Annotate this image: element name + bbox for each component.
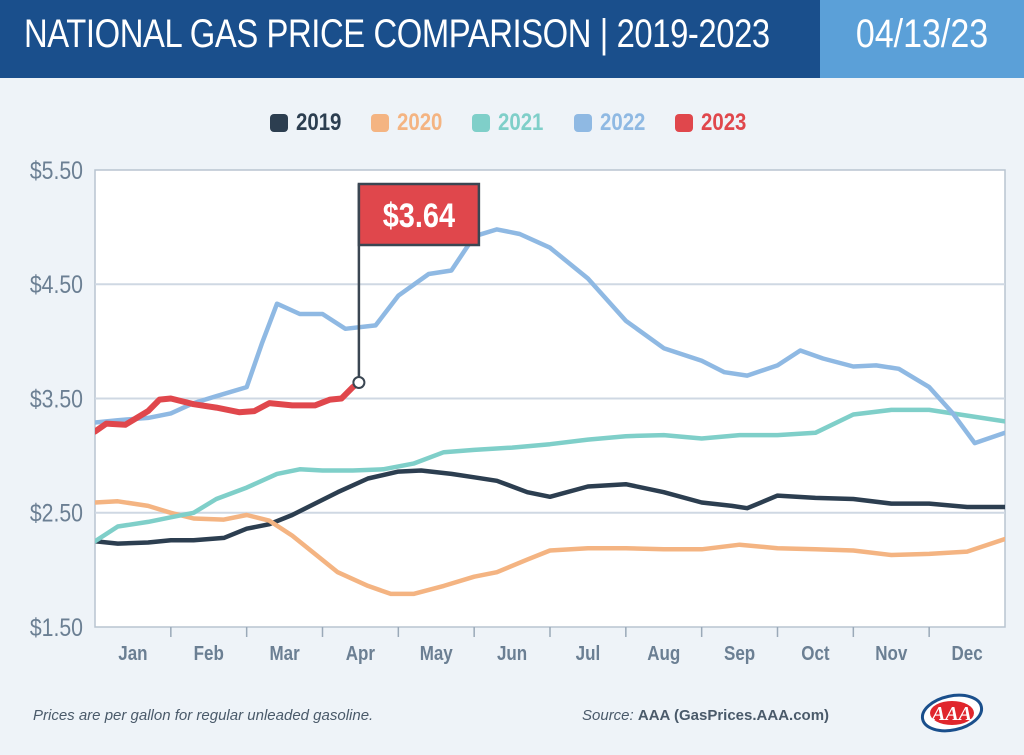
source-label: Source: xyxy=(582,707,634,724)
x-tick-label: Jun xyxy=(497,642,527,665)
source-credit: Source: AAA (GasPrices.AAA.com) xyxy=(582,707,829,724)
x-tick-label: Jul xyxy=(576,642,601,665)
x-tick-label: Aug xyxy=(647,642,680,665)
legend-label: 2022 xyxy=(599,109,646,136)
series-line-2020 xyxy=(95,499,1005,597)
series-line-2019 xyxy=(95,468,1005,546)
legend-swatch xyxy=(370,114,389,132)
aaa-logo: AAA xyxy=(920,693,984,733)
legend-item-2020: 2020 xyxy=(370,109,450,137)
x-tick-label: May xyxy=(420,642,454,665)
footnote: Prices are per gallon for regular unlead… xyxy=(33,707,374,724)
series-line-2023 xyxy=(95,379,362,435)
legend-item-2023: 2023 xyxy=(675,109,754,137)
legend-item-2021: 2021 xyxy=(472,109,551,137)
date-box: 04/13/23 xyxy=(820,0,1024,78)
line-chart: $1.50 $2.50 $3.50 $4.50 $5.50 Jan Feb Mar Apr May… xyxy=(30,156,1006,665)
series-line-2021 xyxy=(95,407,1005,544)
x-tick-label: Apr xyxy=(346,642,375,665)
x-tick-label: Jan xyxy=(118,642,147,665)
date-label: 04/13/23 xyxy=(855,12,989,56)
source-name: AAA (GasPrices.AAA.com) xyxy=(637,707,830,724)
x-tick-label: Dec xyxy=(951,642,982,665)
y-tick-label: $2.50 xyxy=(30,499,83,527)
chart-legend: 2019 2020 2021 2022 2023 xyxy=(0,108,1024,138)
legend-swatch xyxy=(472,114,491,132)
y-tick-label: $1.50 xyxy=(30,613,83,641)
y-tick-label: $3.50 xyxy=(30,385,83,413)
x-tick-label: Oct xyxy=(801,642,829,665)
legend-label: 2019 xyxy=(295,109,341,136)
x-tick-label: Sep xyxy=(724,642,755,665)
x-tick-label: Mar xyxy=(269,642,299,665)
page-title: NATIONAL GAS PRICE COMPARISON | 2019-202… xyxy=(24,12,770,56)
legend-label: 2020 xyxy=(396,109,443,136)
annotation-flag xyxy=(357,182,481,247)
legend-swatch xyxy=(573,114,592,132)
x-tick-label: Nov xyxy=(875,642,908,665)
x-tick-label: Feb xyxy=(194,642,224,665)
logo-text: AAA xyxy=(930,703,972,725)
legend-label: 2021 xyxy=(498,109,544,136)
y-tick-label: $4.50 xyxy=(30,271,83,299)
legend-item-2019: 2019 xyxy=(269,109,349,137)
annotation-point xyxy=(352,376,366,390)
annotation-label: $3.64 xyxy=(383,196,456,235)
series-line-2022 xyxy=(95,227,1005,446)
legend-label: 2023 xyxy=(701,109,747,136)
legend-swatch xyxy=(269,114,288,132)
legend-swatch xyxy=(675,114,694,132)
y-tick-label: $5.50 xyxy=(30,156,83,184)
legend-item-2022: 2022 xyxy=(573,109,653,137)
header-bar: NATIONAL GAS PRICE COMPARISON | 2019-202… xyxy=(0,0,820,78)
